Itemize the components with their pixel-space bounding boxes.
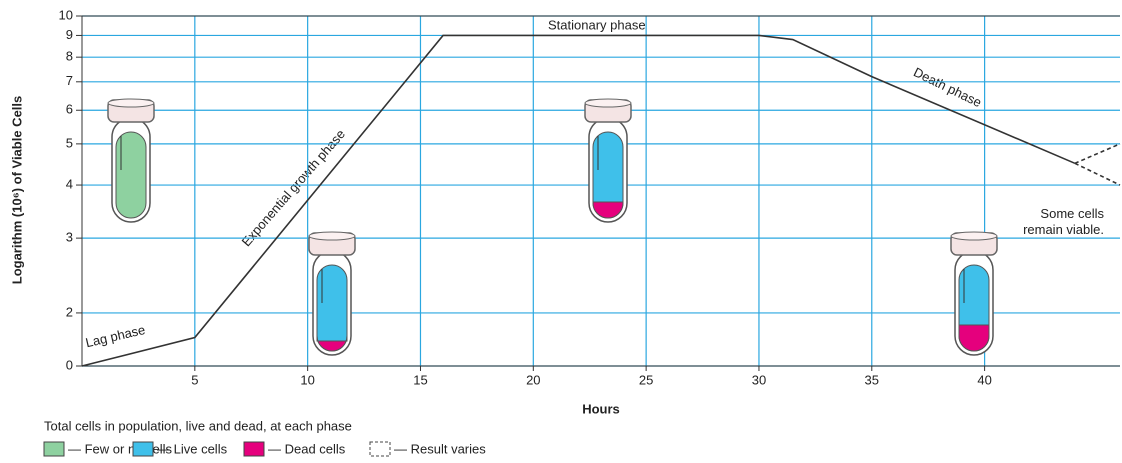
y-tick-label: 0: [66, 357, 73, 372]
page: Logarithm (10⁶) of Viable Cells Hours La…: [0, 0, 1122, 463]
x-tick-label: 20: [526, 372, 540, 387]
legend-swatch: [244, 442, 264, 456]
y-tick-label: 8: [66, 49, 73, 64]
x-tick-label: 35: [865, 372, 879, 387]
y-tick-label: 3: [66, 230, 73, 245]
legend-swatch: [370, 442, 390, 456]
x-tick-label: 30: [752, 372, 766, 387]
y-tick-label: 5: [66, 135, 73, 150]
test-tube: [309, 232, 355, 355]
test-tube: [951, 232, 997, 355]
legend-swatch: [133, 442, 153, 456]
legend-label: — Result varies: [394, 441, 486, 456]
y-tick-label: 9: [66, 27, 73, 42]
growth-curve: [1075, 144, 1120, 163]
tube-cap-top: [108, 99, 154, 107]
legend-swatch: [44, 442, 64, 456]
growth-curve: [82, 35, 1075, 366]
chart: Logarithm (10⁶) of Viable Cells Hours La…: [0, 0, 1122, 463]
annotation: Stationary phase: [548, 17, 646, 32]
legend-title: Total cells in population, live and dead…: [44, 418, 352, 433]
annotation: Some cells remain viable.: [1020, 206, 1104, 238]
tube-cap-top: [309, 232, 355, 240]
x-tick-label: 10: [300, 372, 314, 387]
legend-label: — Live cells: [157, 441, 228, 456]
tube-dead: [959, 325, 989, 351]
annotation: Death phase: [911, 64, 984, 110]
growth-curve: [1075, 163, 1120, 185]
annotation: Lag phase: [84, 322, 147, 350]
x-tick-label: 15: [413, 372, 427, 387]
x-tick-label: 40: [977, 372, 991, 387]
test-tube: [108, 99, 154, 222]
annotation: Exponential growth phase: [239, 126, 348, 249]
y-tick-label: 7: [66, 73, 73, 88]
y-axis-label: Logarithm (10⁶) of Viable Cells: [9, 96, 24, 285]
tube-cap-top: [951, 232, 997, 240]
x-tick-label: 5: [191, 372, 198, 387]
legend-label: — Dead cells: [268, 441, 346, 456]
x-tick-label: 25: [639, 372, 653, 387]
y-tick-label: 2: [66, 304, 73, 319]
y-tick-label: 10: [59, 7, 73, 22]
tube-cap-top: [585, 99, 631, 107]
y-tick-label: 6: [66, 102, 73, 117]
x-axis-label: Hours: [582, 401, 620, 416]
test-tube: [585, 99, 631, 222]
y-tick-label: 4: [66, 176, 73, 191]
